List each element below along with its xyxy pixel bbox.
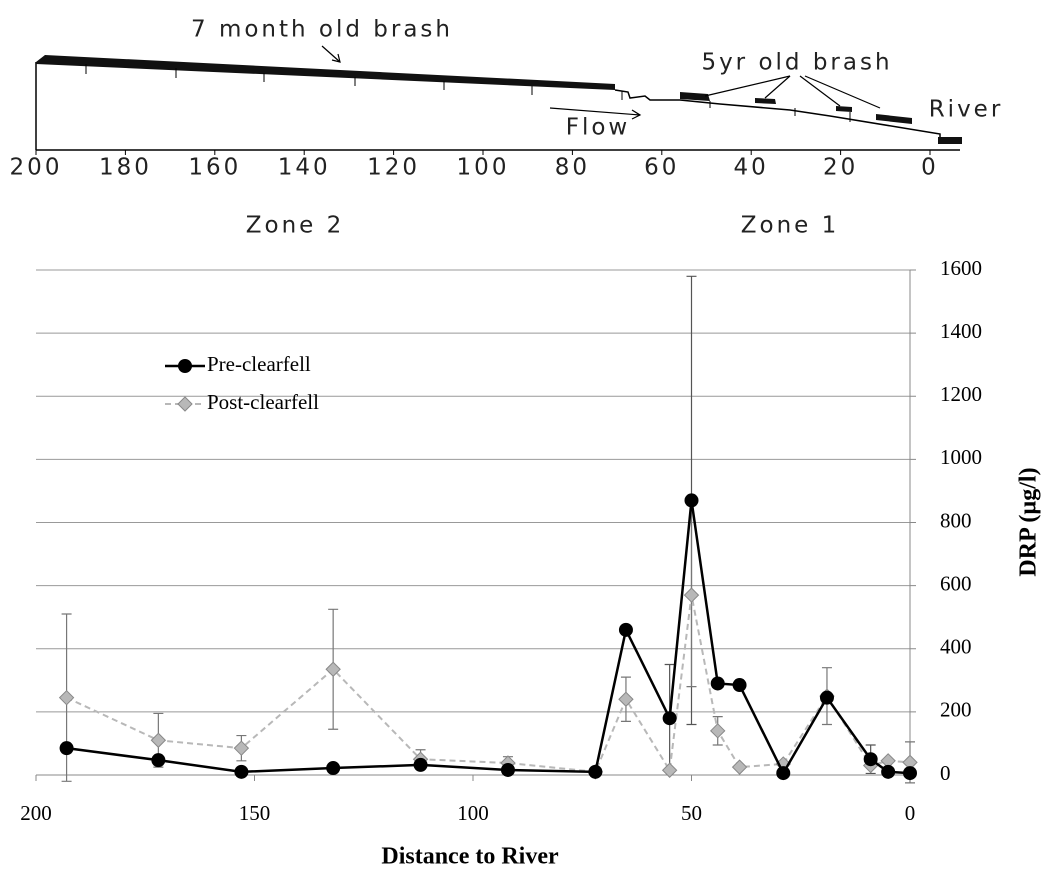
y-tick-label: 1000 bbox=[940, 445, 982, 469]
ground-surface bbox=[614, 89, 962, 143]
profile-tick-label: 140 bbox=[278, 155, 331, 181]
profile-diagram: 7 month old brash 5yr old brash Flow Riv… bbox=[35, 17, 1004, 239]
x-tick-label: 150 bbox=[239, 801, 271, 825]
marker bbox=[684, 493, 699, 508]
marker bbox=[881, 764, 896, 779]
profile-tick-label: 200 bbox=[10, 155, 63, 181]
y-tick-label: 600 bbox=[940, 571, 972, 595]
annotation: 7 month old brash bbox=[191, 17, 453, 43]
marker bbox=[233, 740, 250, 756]
young-brash-patch bbox=[755, 98, 776, 104]
marker bbox=[234, 764, 249, 779]
marker bbox=[710, 676, 725, 691]
annotation: 5yr old brash bbox=[701, 50, 892, 76]
series-line bbox=[66, 500, 911, 776]
marker bbox=[661, 762, 678, 778]
marker bbox=[683, 587, 700, 603]
profile-tick-label: 120 bbox=[367, 155, 420, 181]
young-brash-patch bbox=[876, 114, 912, 124]
profile-tick-label: 160 bbox=[188, 155, 241, 181]
profile-stakes bbox=[85, 64, 851, 122]
x-axis-label: Distance to River bbox=[381, 844, 559, 870]
series-line bbox=[66, 594, 911, 774]
marker bbox=[588, 764, 603, 779]
y-tick-label: 400 bbox=[940, 635, 972, 659]
marker bbox=[819, 690, 834, 705]
legend-marker bbox=[178, 359, 192, 373]
marker bbox=[500, 762, 515, 777]
annotation-arrows bbox=[321, 45, 881, 120]
legend-marker bbox=[177, 396, 193, 412]
y-tick-label: 0 bbox=[940, 761, 951, 785]
profile-tick-label: 0 bbox=[921, 155, 939, 181]
y-tick-label: 200 bbox=[940, 698, 972, 722]
marker bbox=[59, 741, 74, 756]
y-tick-label: 1600 bbox=[940, 256, 982, 280]
zone-label: Zone 1 bbox=[741, 213, 840, 239]
marker bbox=[58, 689, 75, 706]
marker bbox=[618, 622, 633, 637]
river-bed bbox=[938, 137, 962, 144]
profile-tick-label: 100 bbox=[457, 155, 510, 181]
x-tick-label: 50 bbox=[681, 801, 702, 825]
x-tick-label: 200 bbox=[20, 801, 52, 825]
marker bbox=[903, 766, 917, 781]
marker bbox=[151, 753, 166, 768]
legend-label: Post-clearfell bbox=[207, 390, 319, 414]
y-tick-label: 1200 bbox=[940, 382, 982, 406]
annotation: Flow bbox=[566, 115, 631, 141]
marker bbox=[732, 678, 747, 693]
marker bbox=[618, 691, 634, 707]
young-brash-patch bbox=[680, 92, 710, 101]
legend-label: Pre-clearfell bbox=[207, 352, 311, 376]
marker bbox=[413, 757, 428, 772]
marker bbox=[776, 766, 791, 781]
profile-tick-label: 80 bbox=[555, 155, 590, 181]
marker bbox=[731, 759, 748, 775]
y-axis-label: DRP (µg/l) bbox=[1016, 467, 1042, 576]
marker bbox=[325, 661, 341, 677]
profile-tick-label: 20 bbox=[823, 155, 858, 181]
profile-tick-label: 40 bbox=[734, 155, 769, 181]
x-tick-label: 100 bbox=[457, 801, 489, 825]
marker bbox=[863, 752, 878, 767]
marker bbox=[662, 711, 677, 726]
young-brash-patch bbox=[836, 106, 852, 112]
old-brash-layer bbox=[36, 55, 615, 90]
y-tick-label: 800 bbox=[940, 508, 972, 532]
x-tick-label: 0 bbox=[905, 801, 916, 825]
profile-tick-label: 60 bbox=[644, 155, 679, 181]
marker bbox=[150, 732, 167, 748]
y-tick-label: 1400 bbox=[940, 319, 982, 343]
marker bbox=[710, 723, 726, 739]
marker bbox=[326, 761, 341, 776]
profile-tick-label: 180 bbox=[99, 155, 152, 181]
annotation: River bbox=[929, 97, 1004, 123]
zone-label: Zone 2 bbox=[246, 213, 345, 239]
